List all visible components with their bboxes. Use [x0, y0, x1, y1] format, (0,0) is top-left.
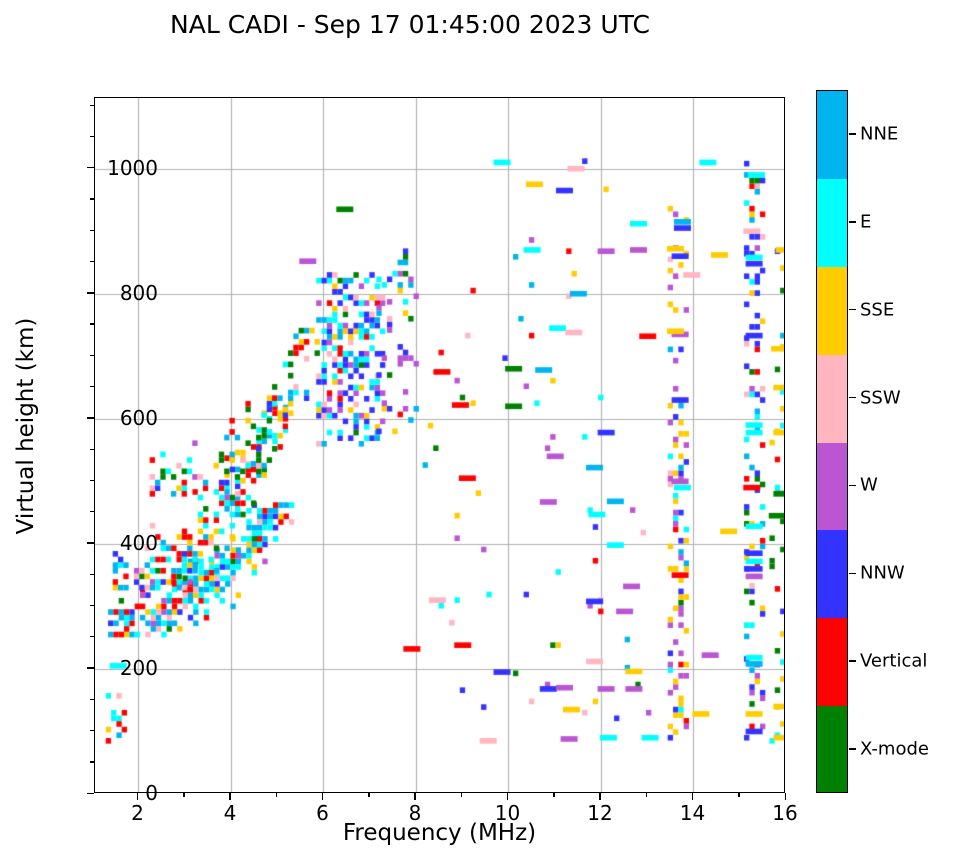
x-tick-mark: [784, 793, 786, 800]
x-tick-label: 16: [772, 801, 798, 825]
x-tick-mark: [691, 793, 694, 800]
page-title: NAL CADI - Sep 17 01:45:00 2023 UTC: [170, 10, 650, 39]
y-tick-mark: [87, 292, 94, 294]
x-tick-mark: [321, 793, 324, 800]
colorbar-segment-nne[interactable]: [817, 91, 847, 179]
y-minor-tick: [90, 386, 94, 388]
x-tick-mark: [136, 793, 139, 800]
y-minor-tick: [90, 104, 94, 106]
x-tick-mark: [414, 793, 416, 800]
x-tick-label: 2: [131, 801, 144, 825]
x-tick-label: 8: [408, 801, 422, 825]
y-minor-tick: [90, 354, 94, 357]
y-minor-tick: [90, 636, 94, 638]
y-minor-tick: [90, 198, 94, 200]
colorbar-label-nne: NNE: [860, 123, 899, 145]
y-tick-label: 600: [119, 405, 158, 430]
colorbar-label-sse: SSE: [860, 299, 895, 321]
y-minor-tick: [90, 761, 94, 763]
x-minor-tick: [645, 793, 648, 797]
x-tick-label: 14: [679, 801, 706, 825]
y-tick-label: 200: [119, 655, 158, 680]
x-tick-mark: [599, 793, 601, 800]
y-axis-label: Virtual height (km): [13, 317, 39, 535]
x-minor-tick: [183, 793, 185, 797]
colorbar-label-e: E: [860, 211, 872, 233]
colorbar-segment-nnw[interactable]: [817, 530, 847, 619]
x-axis-label: Frequency (MHz): [342, 820, 537, 846]
y-tick-mark: [87, 792, 94, 794]
x-tick-mark: [229, 793, 231, 800]
y-minor-tick: [90, 479, 94, 482]
colorbar-tick: [849, 133, 856, 135]
ionogram-data-canvas: [95, 98, 784, 792]
colorbar-tick: [849, 484, 856, 487]
colorbar-tick: [849, 308, 856, 311]
x-tick-label: 6: [316, 801, 329, 825]
y-tick-label: 0: [145, 781, 158, 805]
y-minor-tick: [90, 698, 94, 700]
colorbar-label-x-mode: X-mode: [860, 738, 929, 760]
y-minor-tick: [90, 573, 94, 575]
colorbar-tick: [849, 221, 856, 223]
y-tick-label: 400: [119, 530, 158, 555]
colorbar-segment-w[interactable]: [817, 442, 847, 531]
colorbar-segment-ssw[interactable]: [817, 354, 847, 443]
x-minor-tick: [368, 793, 370, 797]
colorbar-label-ssw: SSW: [860, 387, 901, 409]
y-minor-tick: [90, 229, 94, 231]
y-minor-tick: [90, 260, 94, 263]
colorbar-segment-e[interactable]: [817, 178, 847, 267]
y-minor-tick: [90, 448, 94, 450]
y-minor-tick: [90, 511, 94, 513]
x-minor-tick: [738, 793, 740, 797]
plot-area[interactable]: [94, 97, 785, 793]
x-tick-label: 4: [223, 801, 237, 825]
y-minor-tick: [90, 729, 94, 732]
x-minor-tick: [553, 793, 555, 797]
x-tick-mark: [506, 793, 509, 800]
y-minor-tick: [90, 604, 94, 607]
y-minor-tick: [90, 135, 94, 138]
y-tick-mark: [87, 542, 94, 544]
colorbar-tick: [849, 572, 856, 574]
colorbar-label-vertical: Vertical: [860, 650, 928, 672]
colorbar[interactable]: [816, 90, 848, 793]
colorbar-segment-x-mode[interactable]: [817, 706, 847, 792]
x-minor-tick: [460, 793, 463, 797]
y-tick-mark: [87, 667, 94, 669]
colorbar-segment-sse[interactable]: [817, 266, 847, 355]
colorbar-tick: [849, 396, 856, 399]
colorbar-segment-vertical[interactable]: [817, 618, 847, 707]
x-minor-tick: [275, 793, 278, 797]
colorbar-tick: [849, 748, 856, 750]
y-tick-mark: [87, 167, 94, 169]
y-tick-label: 800: [119, 280, 158, 305]
x-tick-label: 12: [587, 801, 613, 825]
y-tick-mark: [87, 417, 94, 419]
colorbar-label-w: W: [860, 474, 878, 496]
colorbar-tick: [849, 660, 856, 662]
y-minor-tick: [90, 323, 94, 325]
y-tick-label: 1000: [107, 155, 158, 180]
colorbar-label-nnw: NNW: [860, 562, 905, 584]
x-tick-label: 10: [494, 801, 521, 825]
